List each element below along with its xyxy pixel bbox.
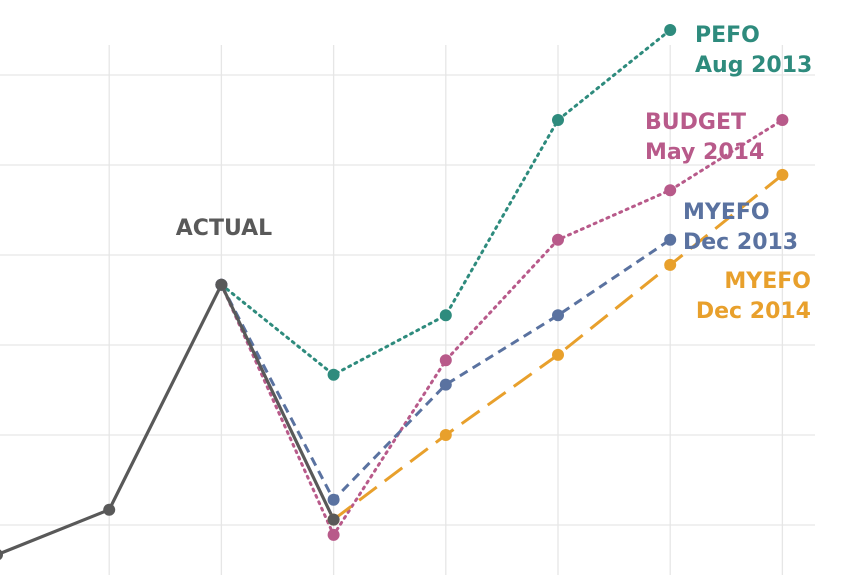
series-label-line: Aug 2013 [695, 53, 812, 78]
series-label-myefo-dec-2013: MYEFO Dec 2013 [683, 200, 798, 255]
data-point-myefo-dec-2013 [552, 309, 564, 322]
data-point-pefo-aug-2013 [327, 368, 340, 381]
series-label-pefo-aug-2013: PEFO Aug 2013 [695, 23, 812, 78]
series-label-myefo-dec-2014: MYEFO Dec 2014 [696, 269, 811, 324]
series-lines [0, 28, 784, 556]
gridlines [0, 45, 815, 575]
series-label-line: BUDGET [645, 110, 746, 135]
data-point-myefo-dec-2014 [552, 348, 564, 361]
data-point-budget-may-2014 [552, 233, 564, 246]
data-points [0, 24, 789, 560]
series-label-line: MYEFO [724, 269, 811, 294]
data-point-budget-may-2014 [776, 114, 789, 126]
data-point-pefo-aug-2013 [664, 24, 677, 36]
series-label-line: Dec 2013 [683, 230, 798, 255]
data-point-myefo-dec-2013 [327, 493, 340, 506]
data-point-budget-may-2014 [664, 184, 677, 197]
data-point-budget-may-2014 [439, 354, 452, 367]
data-point-myefo-dec-2013 [664, 233, 677, 246]
series-label-line: PEFO [695, 23, 760, 48]
series-line-budget-may-2014 [219, 118, 784, 537]
data-point-myefo-dec-2014 [776, 168, 789, 181]
data-point-actual [215, 278, 228, 291]
series-line-actual [0, 283, 336, 556]
data-point-budget-may-2014 [327, 528, 340, 541]
data-point-pefo-aug-2013 [552, 114, 564, 126]
series-label-line: May 2014 [645, 140, 764, 165]
data-point-pefo-aug-2013 [439, 309, 452, 322]
data-point-myefo-dec-2014 [664, 258, 677, 271]
series-label-line: Dec 2014 [696, 299, 811, 324]
series-label-actual: ACTUAL [176, 216, 272, 241]
data-point-myefo-dec-2013 [439, 378, 452, 391]
series-label-line: ACTUAL [176, 216, 272, 241]
series-label-line: MYEFO [683, 200, 770, 225]
data-point-myefo-dec-2014 [439, 429, 452, 441]
data-point-actual [0, 549, 3, 560]
data-point-actual [327, 513, 340, 526]
series-label-budget-may-2014: BUDGET May 2014 [645, 110, 764, 165]
data-point-actual [103, 503, 116, 516]
series-labels: ACTUAL PEFO Aug 2013 BUDGET May 2014 MYEFO Dec… [176, 23, 813, 324]
